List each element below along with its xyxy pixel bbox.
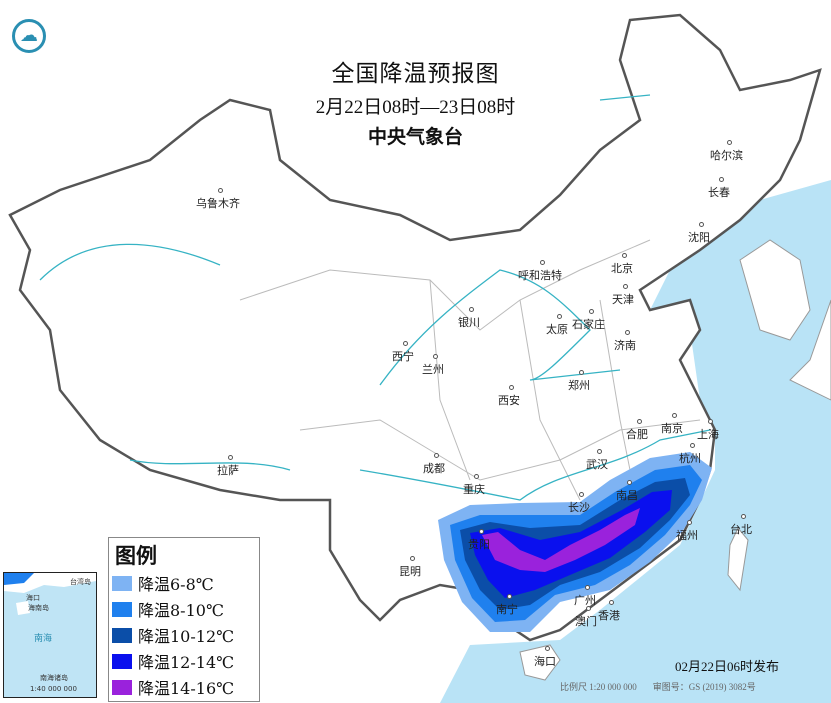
- legend-swatch: [112, 627, 132, 643]
- city-label: 西宁: [392, 341, 414, 363]
- city-label: 济南: [614, 330, 636, 352]
- legend-swatch: [112, 575, 132, 591]
- city-label: 天津: [612, 284, 634, 306]
- korea-land: [739, 239, 811, 341]
- city-label: 杭州: [679, 443, 701, 465]
- cooling-12-14: [470, 490, 672, 598]
- japan-land: [789, 299, 831, 401]
- city-label: 昆明: [399, 556, 421, 578]
- legend-label: 降温12-14℃: [138, 653, 235, 672]
- city-label: 重庆: [463, 474, 485, 496]
- city-label: 成都: [423, 453, 445, 475]
- city-label: 香港: [598, 600, 620, 622]
- legend-item: 降温8-10℃: [112, 596, 259, 622]
- taiwan-land: [727, 527, 749, 592]
- publish-time: 02月22日06时发布: [675, 659, 780, 674]
- inset-label: 南海诸岛: [40, 674, 68, 682]
- city-label: 合肥: [626, 419, 648, 441]
- legend-item: 降温14-16℃: [112, 674, 259, 700]
- city-label: 太原: [546, 314, 568, 336]
- city-label: 北京: [611, 253, 633, 275]
- city-label: 海口: [534, 646, 556, 668]
- city-label: 长春: [708, 177, 730, 199]
- map-period: 2月22日08时—23日08时: [315, 97, 516, 118]
- city-label: 拉萨: [217, 455, 239, 477]
- map-footer: 比例尺 1:20 000 000 审图号：GS (2019) 3082号: [560, 680, 772, 693]
- legend-swatch: [112, 679, 132, 695]
- city-label: 福州: [676, 520, 698, 542]
- city-label: 台北: [730, 514, 752, 536]
- province-borders: [239, 239, 701, 521]
- cooling-14-16: [482, 508, 640, 572]
- legend-label: 降温8-10℃: [138, 601, 224, 620]
- city-label: 南京: [661, 413, 683, 435]
- city-label: 广州: [574, 585, 596, 607]
- city-label: 哈尔滨: [710, 140, 743, 162]
- approval-number: 审图号：GS (2019) 3082号: [652, 682, 756, 692]
- scale-text: 比例尺 1:20 000 000: [560, 682, 637, 692]
- legend-swatch: [112, 653, 132, 669]
- inset-scale: 1:40 000 000: [30, 685, 77, 693]
- city-label: 澳门: [575, 606, 597, 628]
- inset-label: 南海: [34, 634, 53, 644]
- city-label: 上海: [697, 419, 719, 441]
- map-title: 全国降温预报图: [331, 61, 500, 87]
- map-agency: 中央气象台: [367, 126, 463, 148]
- city-label: 郑州: [568, 370, 590, 392]
- legend-swatch: [112, 601, 132, 617]
- inset-label: 海南岛: [28, 604, 49, 612]
- south-china-sea-inset: 台湾岛 海口 海南岛 南海 南海诸岛 1:40 000 000: [3, 572, 97, 698]
- city-label: 石家庄: [572, 309, 605, 331]
- city-label: 贵阳: [468, 529, 490, 551]
- legend-item: 降温12-14℃: [112, 648, 259, 674]
- city-label: 南昌: [616, 480, 638, 502]
- legend-label: 降温6-8℃: [138, 575, 214, 594]
- city-label: 乌鲁木齐: [196, 188, 240, 210]
- legend-title: 图例: [115, 544, 157, 568]
- legend-label: 降温14-16℃: [138, 679, 235, 698]
- legend: 图例 降温6-8℃ 降温8-10℃ 降温10-12℃ 降温12-14℃ 降温14…: [108, 537, 260, 702]
- legend-item: 降温6-8℃: [112, 570, 259, 596]
- city-label: 沈阳: [688, 222, 710, 244]
- city-label: 呼和浩特: [518, 260, 562, 282]
- city-label: 长沙: [568, 492, 590, 514]
- city-label: 西安: [498, 385, 520, 407]
- cma-logo-icon: ☁: [12, 19, 46, 53]
- inset-label: 海口: [26, 594, 40, 602]
- legend-label: 降温10-12℃: [138, 627, 235, 646]
- rivers: [39, 94, 711, 501]
- city-label: 银川: [458, 307, 480, 329]
- legend-item: 降温10-12℃: [112, 622, 259, 648]
- city-label: 武汉: [586, 449, 608, 471]
- inset-label: 台湾岛: [70, 578, 91, 586]
- city-label: 南宁: [496, 594, 518, 616]
- city-label: 兰州: [422, 354, 444, 376]
